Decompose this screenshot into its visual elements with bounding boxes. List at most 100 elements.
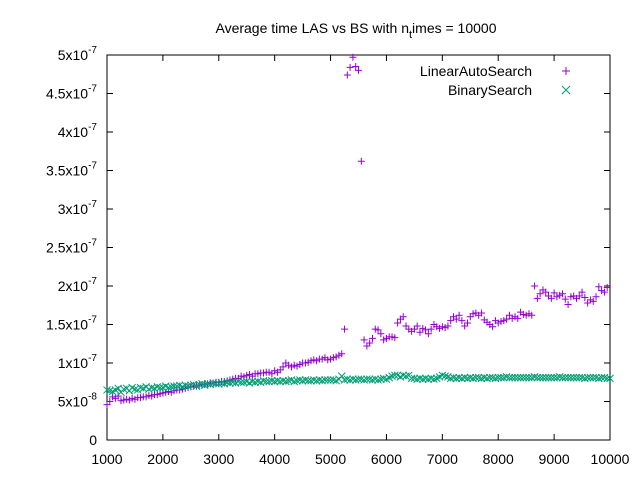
data-point — [343, 375, 352, 384]
x-tick-label: 3000 — [203, 451, 234, 467]
data-point — [452, 374, 461, 383]
data-point — [416, 328, 424, 336]
data-point — [595, 283, 603, 291]
y-tick-label: 1.5x10-7 — [46, 315, 97, 333]
data-point — [251, 378, 259, 387]
data-point — [422, 326, 430, 334]
y-tick-label: 2.5x10-7 — [46, 238, 97, 256]
data-point — [455, 311, 463, 319]
y-tick-exponent: -7 — [88, 238, 97, 249]
data-point — [547, 294, 555, 302]
x-tick-label: 10000 — [591, 451, 630, 467]
data-point — [516, 373, 525, 382]
data-point — [349, 53, 357, 61]
data-point — [293, 376, 301, 385]
data-point — [365, 375, 374, 384]
data-point — [458, 374, 466, 383]
data-point — [114, 392, 122, 400]
data-point — [528, 311, 536, 319]
y-tick-exponent: -7 — [88, 122, 97, 133]
data-point — [399, 313, 407, 321]
data-point — [564, 300, 572, 308]
data-point — [427, 374, 436, 383]
data-point — [309, 376, 318, 384]
data-point — [561, 373, 570, 382]
y-tick-mantissa: 2.5x10 — [46, 240, 88, 256]
y-tick-mantissa: 4x10 — [58, 124, 89, 140]
chart-title-subscript: t — [409, 29, 412, 41]
y-tick-label: 5x10-7 — [58, 45, 98, 63]
data-point — [181, 381, 190, 390]
data-point — [119, 385, 128, 394]
data-point — [600, 288, 608, 296]
data-point — [248, 377, 257, 386]
data-point — [106, 398, 114, 405]
data-point — [606, 374, 614, 383]
data-point — [371, 375, 380, 384]
data-point — [569, 373, 578, 382]
data-point — [536, 373, 544, 382]
y-tick-label: 5x10-8 — [58, 392, 98, 410]
data-point — [455, 373, 463, 382]
data-point — [488, 373, 497, 382]
data-point — [281, 377, 290, 386]
y-tick-label: 3.5x10-7 — [46, 161, 97, 179]
data-point — [561, 295, 569, 303]
y-tick-label: 3x10-7 — [58, 199, 98, 217]
data-point — [390, 371, 399, 380]
x-tick-label: 8000 — [483, 451, 514, 467]
data-point — [368, 334, 376, 342]
data-point — [357, 375, 366, 384]
data-point — [441, 372, 449, 380]
data-point — [513, 373, 522, 382]
data-point — [460, 373, 469, 382]
data-point — [323, 376, 332, 384]
data-point — [603, 284, 611, 292]
data-point — [295, 376, 304, 384]
data-point — [536, 290, 544, 298]
y-tick-mantissa: 0 — [89, 432, 97, 448]
data-point — [463, 374, 472, 383]
data-point — [541, 373, 550, 382]
data-point — [298, 376, 307, 385]
data-point — [539, 373, 547, 382]
data-point — [531, 282, 539, 290]
legend: LinearAutoSearch BinarySearch — [420, 63, 571, 98]
y-tick-mantissa: 3.5x10 — [46, 163, 88, 179]
data-point — [273, 376, 282, 385]
series-layer — [103, 53, 614, 409]
y-tick-label: 4.5x10-7 — [46, 84, 97, 102]
data-point — [399, 371, 408, 380]
y-tick-exponent: -7 — [88, 276, 97, 287]
data-point — [368, 376, 377, 384]
y-tick-mantissa: 3x10 — [58, 201, 89, 217]
data-point — [430, 375, 438, 384]
data-point — [346, 376, 354, 384]
data-point — [447, 317, 455, 325]
data-point — [377, 375, 385, 384]
data-point — [544, 373, 553, 382]
data-point — [589, 297, 597, 305]
data-point — [474, 373, 483, 382]
y-tick-exponent: -7 — [88, 84, 97, 95]
data-point — [223, 378, 232, 387]
chart-title: Average time LAS vs BS with ntimes = 100… — [215, 20, 496, 41]
data-point — [315, 376, 324, 384]
data-point — [276, 377, 285, 386]
data-point — [341, 325, 349, 333]
data-point — [547, 373, 556, 382]
data-point — [575, 292, 583, 300]
x-tick-label: 9000 — [539, 451, 570, 467]
y-tick-exponent: -7 — [88, 315, 97, 326]
data-point — [360, 336, 368, 344]
legend-marker — [561, 85, 571, 95]
data-point — [226, 379, 234, 387]
data-point — [508, 373, 517, 382]
data-point — [164, 383, 173, 392]
data-point — [514, 314, 522, 322]
chart-title-tail: imes = 10000 — [412, 20, 497, 36]
data-point — [489, 323, 497, 331]
y-tick-label: 1x10-7 — [58, 353, 98, 371]
data-point — [505, 373, 514, 382]
data-point — [307, 376, 315, 385]
